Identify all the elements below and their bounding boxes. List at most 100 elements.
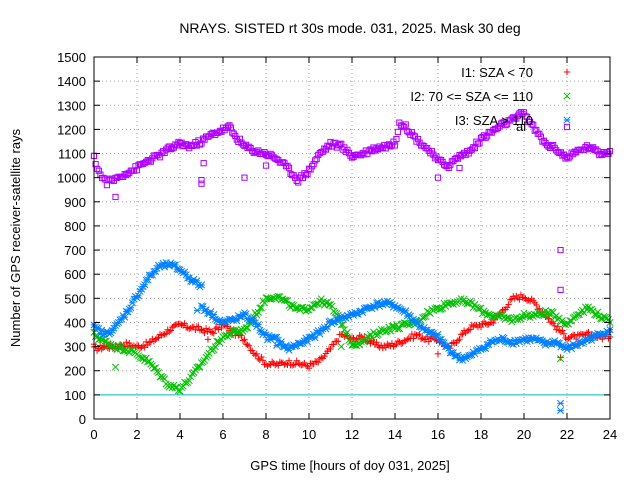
outlier-point	[563, 123, 571, 131]
data-point	[303, 306, 312, 314]
data-point	[162, 330, 170, 337]
data-point	[315, 359, 322, 366]
data-point	[253, 350, 260, 358]
y-axis-ticks: 0 100 200 300 400 500 600 700 800 900 1000 1100 1200…	[57, 50, 610, 427]
data-point	[196, 363, 204, 371]
legend-entry-i2: I2: 70 <= SZA <= 110	[410, 89, 571, 104]
data-point	[121, 313, 129, 321]
x-axis-ticks: 0 2 4 6 8 10 12 14 16 18 20 22 24	[90, 57, 617, 442]
y-tick-label: 1500	[57, 50, 86, 65]
data-point	[176, 387, 184, 395]
data-point	[158, 332, 165, 339]
data-point	[419, 334, 426, 342]
data-point	[268, 358, 276, 365]
outlier-point	[262, 162, 270, 169]
data-point	[525, 296, 532, 304]
legend-label: I1: SZA < 70	[461, 65, 533, 80]
data-point	[401, 337, 408, 344]
data-point	[503, 304, 511, 311]
outlier-point	[434, 350, 442, 358]
data-point	[218, 128, 225, 135]
data-point	[209, 329, 216, 336]
data-point	[302, 362, 310, 369]
data-point	[480, 318, 488, 326]
data-point	[605, 335, 612, 342]
data-point	[459, 330, 466, 338]
x-tick-label: 14	[388, 427, 402, 442]
data-point	[490, 319, 497, 327]
x-tick-label: 8	[262, 427, 269, 442]
legend-entry-i1: I1: SZA < 70	[461, 65, 571, 80]
data-point	[394, 337, 402, 345]
data-point	[488, 313, 496, 321]
data-point	[548, 318, 555, 326]
legend-entry-i3: I3: SZA > 110	[455, 113, 571, 128]
data-point	[482, 345, 490, 353]
y-tick-label: 1300	[57, 98, 86, 113]
outlier-point	[434, 174, 442, 181]
data-point	[239, 337, 247, 344]
data-point	[327, 345, 334, 353]
outlier-point	[241, 174, 248, 181]
data-point	[280, 296, 288, 304]
y-tick-label: 600	[64, 267, 86, 282]
outlier-point	[112, 193, 119, 201]
data-point	[316, 355, 323, 363]
chart-title: NRAYS. SISTED rt 30s mode. 031, 2025. Ma…	[179, 20, 520, 36]
data-point	[212, 325, 219, 332]
data-point	[475, 305, 484, 313]
legend-label: I3: SZA > 110	[455, 113, 533, 128]
y-tick-label: 1000	[57, 171, 86, 186]
data-point	[499, 306, 506, 314]
data-point	[151, 364, 159, 372]
legend-marker	[563, 68, 571, 76]
outlier-point	[556, 406, 565, 415]
data-point	[312, 157, 319, 164]
data-point	[178, 321, 185, 328]
data-point	[248, 347, 256, 354]
legend-marker	[563, 92, 571, 100]
y-tick-label: 200	[64, 364, 86, 379]
data-point	[196, 141, 204, 148]
y-tick-label: 1200	[57, 122, 86, 137]
data-point	[316, 330, 324, 338]
data-point	[391, 342, 399, 349]
data-point	[410, 335, 417, 342]
data-point	[161, 331, 168, 338]
data-point	[305, 364, 313, 372]
data-point	[100, 174, 107, 182]
data-point	[470, 323, 477, 330]
data-point	[318, 354, 325, 361]
data-point	[244, 341, 251, 349]
y-axis-label: Number of GPS receiver-satellite rays	[8, 128, 23, 347]
data-point	[299, 361, 307, 368]
data-point	[477, 323, 485, 331]
data-point	[244, 324, 252, 332]
data-point	[514, 294, 522, 302]
y-tick-label: 1400	[57, 74, 86, 89]
data-point	[282, 360, 290, 367]
data-point	[576, 331, 583, 339]
data-point	[344, 146, 351, 153]
series-total	[90, 108, 614, 293]
data-point	[198, 326, 205, 333]
y-tick-label: 900	[64, 195, 86, 210]
data-point	[215, 326, 222, 333]
data-point	[597, 315, 605, 323]
data-point	[505, 301, 512, 308]
data-point	[265, 295, 273, 303]
y-tick-label: 700	[64, 243, 86, 258]
data-point	[276, 358, 284, 366]
data-point	[279, 359, 287, 367]
data-point	[589, 307, 597, 315]
data-point	[585, 328, 592, 336]
data-point	[386, 327, 394, 335]
data-point	[482, 134, 489, 141]
data-point	[113, 345, 121, 353]
data-point	[146, 339, 153, 346]
data-point	[538, 311, 546, 319]
data-point	[257, 304, 265, 312]
series-sza-gt-110	[90, 259, 614, 415]
data-point	[247, 347, 254, 354]
data-point	[156, 154, 164, 161]
